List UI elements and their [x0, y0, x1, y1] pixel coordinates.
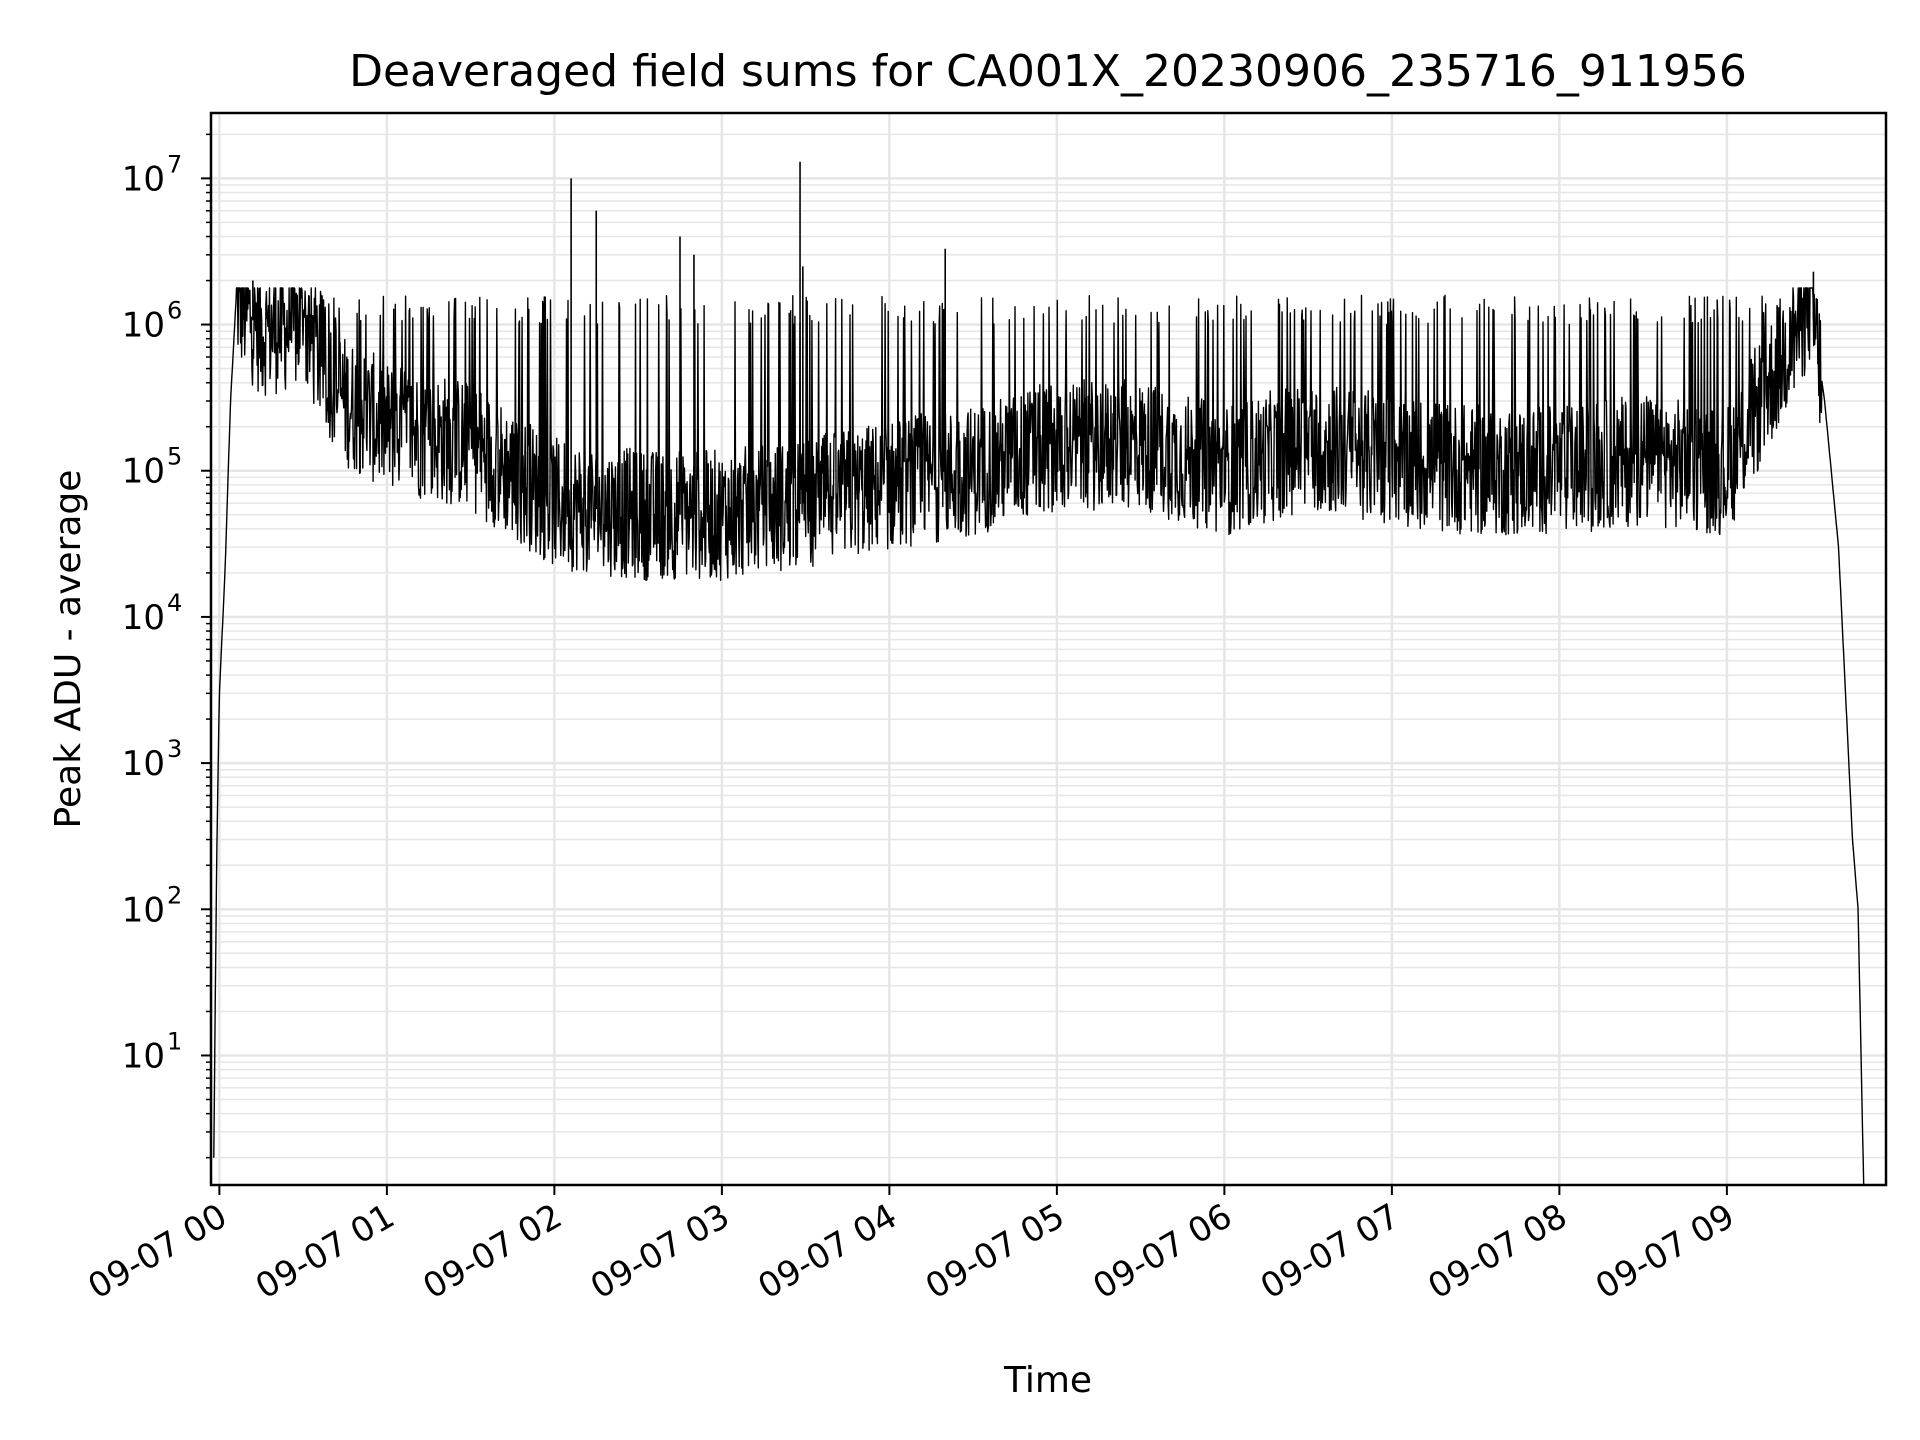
y-tick-exponent: 1 — [167, 1027, 182, 1055]
y-tick-base: 10 — [122, 306, 165, 346]
y-axis-label: Peak ADU - average — [48, 470, 89, 829]
y-tick-base: 10 — [122, 598, 165, 638]
y-tick-exponent: 7 — [167, 150, 182, 178]
y-tick-label: 10 7 — [122, 150, 183, 199]
y-tick-exponent: 3 — [167, 735, 182, 763]
y-tick-base: 10 — [122, 890, 165, 930]
y-tick-base: 10 — [122, 744, 165, 784]
y-tick-label: 10 6 — [122, 297, 183, 346]
y-tick-base: 10 — [122, 1036, 165, 1076]
data-layer — [213, 161, 1865, 1186]
y-tick-label: 10 1 — [122, 1027, 183, 1076]
y-tick-exponent: 2 — [167, 881, 182, 909]
y-tick-exponent: 4 — [167, 589, 182, 617]
chart-title: Deaveraged field sums for CA001X_2023090… — [349, 46, 1747, 97]
y-tick-exponent: 5 — [167, 443, 182, 471]
y-tick-label: 10 5 — [122, 443, 183, 492]
y-tick-exponent: 6 — [167, 297, 182, 325]
y-tick-base: 10 — [122, 159, 165, 199]
y-tick-base: 10 — [122, 452, 165, 492]
y-tick-label: 10 2 — [122, 881, 183, 930]
y-tick-label: 10 3 — [122, 735, 183, 784]
y-tick-label: 10 4 — [122, 589, 183, 638]
series-line — [213, 287, 1865, 1186]
x-axis-label: Time — [1003, 1360, 1092, 1401]
